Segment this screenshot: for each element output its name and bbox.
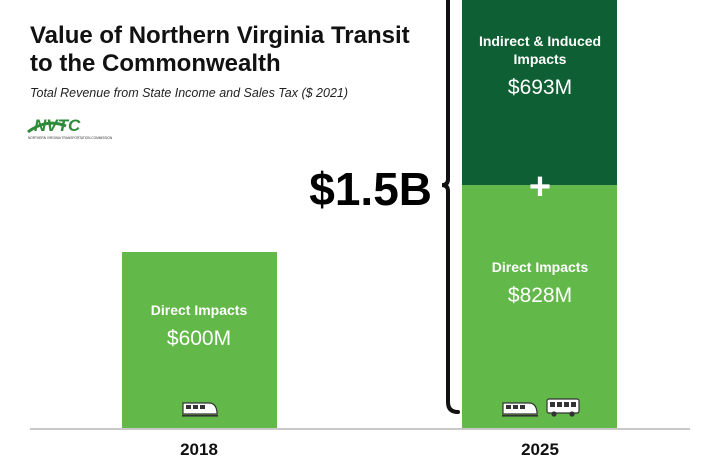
nvtc-logo: NVTC NORTHERN VIRGINIA TRANSPORTATION CO…: [27, 116, 113, 140]
bus-icon: [546, 398, 580, 417]
bar-series-label-indirect-2025-line2: Impacts: [514, 51, 567, 67]
bar-direct-2018: [122, 252, 277, 428]
bar-indirect-2025: [462, 0, 617, 186]
x-tick-label-2018: 2018: [180, 440, 218, 459]
chart-title-line2: to the Commonwealth: [30, 50, 281, 77]
data-label-direct-2025: $828M: [508, 284, 572, 307]
bar-direct-2025: [462, 185, 617, 428]
total-bracket: [441, 0, 460, 414]
logo-swoosh-icon: [27, 121, 67, 134]
x-tick-label-2025: 2025: [521, 440, 559, 459]
chart-title: Value of Northern Virginia Transit to th…: [30, 22, 430, 78]
plus-annotation: +: [529, 166, 551, 208]
chart-title-line1: Value of Northern Virginia Transit: [30, 22, 410, 49]
data-label-direct-2018: $600M: [167, 327, 231, 350]
bar-series-label-direct-2025: Direct Impacts: [492, 259, 589, 275]
bar-series-label-indirect-2025-line1: Indirect & Induced: [479, 33, 601, 49]
total-annotation: $1.5B: [309, 163, 432, 215]
train-icon: [182, 402, 218, 417]
chart-subtitle: Total Revenue from State Income and Sale…: [30, 86, 349, 100]
data-label-indirect-2025: $693M: [508, 76, 572, 99]
bar-series-label-direct-2018: Direct Impacts: [151, 302, 248, 318]
logo-text: NVTC: [34, 116, 81, 135]
train-icon: [502, 402, 538, 417]
logo-subtext: NORTHERN VIRGINIA TRANSPORTATION COMMISS…: [28, 136, 113, 140]
